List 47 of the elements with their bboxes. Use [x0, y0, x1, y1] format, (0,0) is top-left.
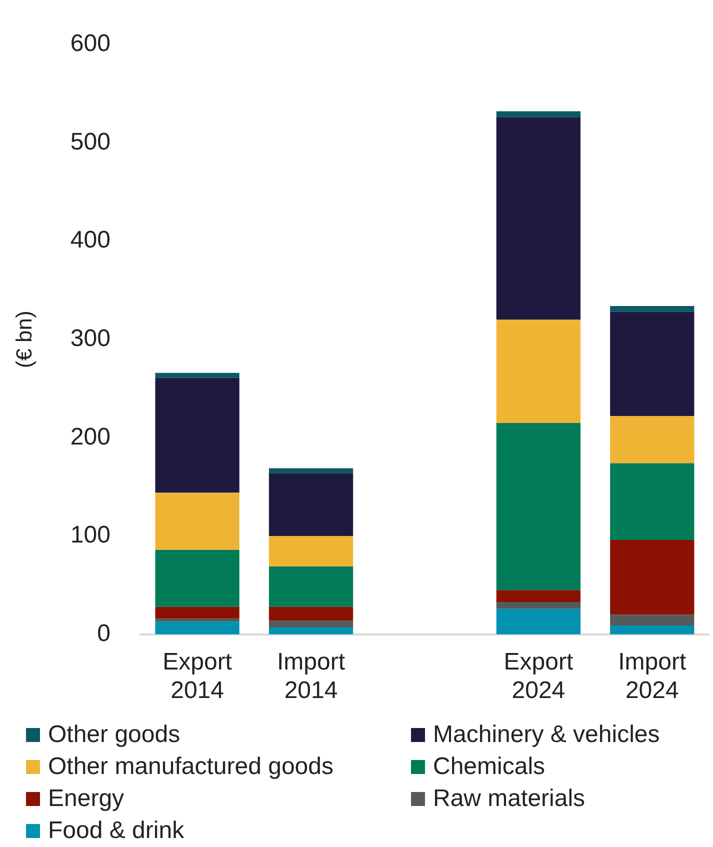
- bar: [155, 550, 240, 607]
- bar: [496, 422, 581, 590]
- bar: [155, 606, 240, 619]
- legend-label: Chemicals: [433, 752, 546, 782]
- bar: [268, 566, 354, 607]
- bar: [268, 473, 354, 536]
- x-tick-label: Export 2014: [162, 648, 232, 704]
- y-tick-label: 200: [70, 423, 110, 450]
- legend-label: Food & drink: [48, 816, 184, 846]
- bar: [496, 590, 581, 602]
- y-tick-label: 0: [97, 620, 110, 648]
- bar: [496, 117, 581, 320]
- bar: [610, 312, 694, 416]
- y-tick-label: 500: [70, 128, 110, 156]
- legend-label: Other manufactured goods: [48, 752, 334, 782]
- x-tick-label: Import 2014: [277, 648, 346, 704]
- bar: [268, 620, 354, 628]
- legend-label: Raw materials: [433, 784, 586, 814]
- x-tick-label: Export 2024: [504, 648, 574, 704]
- y-tick-label: 100: [70, 522, 110, 549]
- legend-label: Other goods: [48, 720, 180, 750]
- bar: [155, 618, 240, 622]
- bar: [155, 492, 240, 550]
- bar: [155, 622, 240, 634]
- bar: [268, 468, 354, 474]
- legend-label: Energy: [48, 784, 124, 814]
- bar: [496, 608, 581, 634]
- bar: [610, 626, 694, 634]
- bar: [496, 320, 581, 423]
- y-tick-label: 300: [70, 325, 110, 352]
- bar: [610, 306, 694, 312]
- bar: [610, 416, 694, 464]
- bar: [610, 463, 694, 540]
- y-tick-label: 600: [70, 30, 110, 58]
- bar: [610, 540, 694, 615]
- x-tick-label: Import 2024: [618, 648, 686, 704]
- bar: [268, 628, 354, 634]
- bar: [610, 614, 694, 626]
- bar: [155, 372, 240, 378]
- y-tick-label: 400: [70, 226, 110, 254]
- legend-label: Machinery & vehicles: [433, 720, 660, 750]
- bar: [268, 536, 354, 567]
- bar: [496, 111, 581, 118]
- y-axis-title: (€ bn): [11, 310, 36, 368]
- bar: [155, 378, 240, 493]
- bar: [268, 606, 354, 621]
- bar: [496, 602, 581, 609]
